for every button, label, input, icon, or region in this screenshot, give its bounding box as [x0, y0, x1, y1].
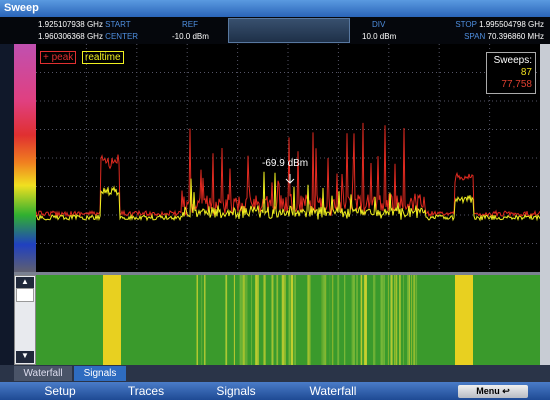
- tab-waterfall[interactable]: Waterfall: [14, 366, 72, 381]
- span-value: 70.396860 MHz: [488, 32, 544, 41]
- signal-line: [330, 275, 331, 365]
- signal-line: [351, 275, 352, 365]
- signal-line: [226, 275, 227, 365]
- stop-value: 1.995504798 GHz: [479, 20, 544, 29]
- signal-line: [291, 275, 293, 365]
- signal-line: [344, 275, 345, 365]
- signal-line: [234, 275, 235, 365]
- signal-line: [240, 275, 242, 365]
- window-title: Sweep: [4, 2, 39, 14]
- signal-line: [323, 275, 325, 365]
- signal-line: [403, 275, 404, 365]
- signal-band: [103, 275, 121, 365]
- signal-line: [263, 275, 265, 365]
- stop-freq: STOP 1.995504798 GHz: [455, 20, 544, 29]
- signal-line: [251, 275, 252, 365]
- center-label: CENTER: [105, 32, 138, 41]
- title-bar: Sweep: [0, 0, 550, 17]
- signal-line: [388, 275, 389, 365]
- signal-line: [284, 275, 286, 365]
- start-label: START: [105, 20, 130, 29]
- signal-line: [356, 275, 358, 365]
- color-scale: [14, 44, 36, 272]
- signal-line: [383, 275, 385, 365]
- app: Sweep 1.925107938 GHz START 1.960306368 …: [0, 0, 550, 400]
- start-freq: 1.925107938 GHz START: [38, 20, 131, 29]
- right-edge: [540, 44, 550, 365]
- signal-line: [381, 275, 383, 365]
- waterfall-button[interactable]: Waterfall: [288, 384, 378, 398]
- sweeps-total: 77,758: [490, 79, 532, 91]
- left-edge: [0, 44, 14, 365]
- signal-line: [245, 275, 247, 365]
- signal-line: [332, 275, 333, 365]
- signal-line: [289, 275, 291, 365]
- signal-line: [391, 275, 392, 365]
- signal-line: [407, 275, 409, 365]
- scrollbar[interactable]: ▲ ▼: [14, 275, 36, 365]
- signal-line: [201, 275, 202, 365]
- signal-line: [394, 275, 396, 365]
- signal-line: [246, 275, 247, 365]
- signal-line: [416, 275, 417, 365]
- signal-line: [197, 275, 198, 365]
- stop-label: STOP: [455, 20, 477, 29]
- span-label: SPAN: [464, 32, 485, 41]
- center-value: 1.960306368 GHz: [38, 32, 103, 41]
- ref-value: -10.0 dBm: [172, 32, 209, 41]
- signal-line: [411, 275, 412, 365]
- signal-line: [361, 275, 362, 365]
- sweeps-box: Sweeps: 87 77,758: [486, 52, 536, 94]
- signal-line: [322, 275, 323, 365]
- signal-line: [399, 275, 400, 365]
- center-frequency: [228, 18, 350, 43]
- div-value: 10.0 dBm: [362, 32, 396, 41]
- signal-line: [204, 275, 205, 365]
- page: Sweep 1.925107938 GHz START 1.960306368 …: [0, 0, 550, 400]
- signal-line: [337, 275, 339, 365]
- traces-button[interactable]: Traces: [106, 384, 186, 398]
- tab-bar: Waterfall Signals: [0, 365, 550, 382]
- signal-line: [282, 275, 284, 365]
- scroll-thumb[interactable]: [16, 288, 34, 302]
- signal-line: [294, 275, 295, 365]
- header: 1.925107938 GHz START 1.960306368 GHz CE…: [0, 17, 550, 44]
- marker-label: -69.9 dBm: [262, 158, 308, 169]
- signal-line: [276, 275, 277, 365]
- center-freq: 1.960306368 GHz CENTER: [38, 32, 138, 41]
- start-value: 1.925107938 GHz: [38, 20, 103, 29]
- signal-line: [364, 275, 366, 365]
- signal-band: [455, 275, 473, 365]
- sweeps-count: 87: [490, 67, 532, 79]
- signal-line: [396, 275, 397, 365]
- div-label: DIV: [372, 20, 385, 29]
- span: SPAN 70.396860 MHz: [464, 32, 544, 41]
- scroll-down[interactable]: ▼: [16, 351, 34, 363]
- setup-button[interactable]: Setup: [20, 384, 100, 398]
- signal-line: [309, 275, 310, 365]
- legend-realtime[interactable]: realtime: [82, 51, 124, 64]
- menu-label: Menu: [476, 386, 500, 396]
- signal-line: [307, 275, 309, 365]
- signal-line: [373, 275, 375, 365]
- waterfall: [36, 275, 540, 365]
- menu-button[interactable]: Menu ↩: [458, 385, 528, 398]
- signal-line: [413, 275, 415, 365]
- legend-peak[interactable]: + peak: [40, 51, 76, 64]
- signal-line: [257, 275, 258, 365]
- signals-button[interactable]: Signals: [196, 384, 276, 398]
- ref-label: REF: [182, 20, 198, 29]
- signal-line: [352, 275, 354, 365]
- signal-line: [272, 275, 273, 365]
- signal-line: [255, 275, 257, 365]
- tab-signals[interactable]: Signals: [74, 366, 126, 381]
- sweeps-label: Sweeps:: [490, 55, 532, 67]
